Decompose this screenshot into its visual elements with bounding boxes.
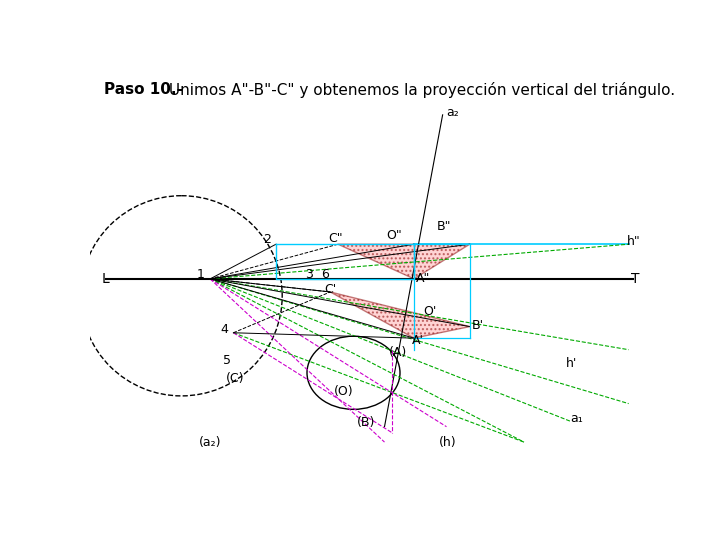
Text: (a₂): (a₂) <box>199 436 221 449</box>
Text: 6: 6 <box>321 268 329 281</box>
Text: (B): (B) <box>357 416 376 429</box>
Text: (C): (C) <box>225 373 244 386</box>
Text: O": O" <box>386 230 402 242</box>
Text: 5: 5 <box>223 354 231 367</box>
Text: L: L <box>102 272 109 286</box>
Text: Unimos A"-B"-C" y obtenemos la proyección vertical del triángulo.: Unimos A"-B"-C" y obtenemos la proyecció… <box>164 82 675 98</box>
Text: a₁: a₁ <box>570 413 583 426</box>
Polygon shape <box>330 292 469 338</box>
Polygon shape <box>338 244 469 279</box>
Text: A": A" <box>415 272 430 285</box>
Text: T: T <box>631 272 639 286</box>
Text: (A): (A) <box>388 346 407 359</box>
Text: A': A' <box>413 334 424 347</box>
Text: C": C" <box>329 232 343 245</box>
Text: h": h" <box>627 235 641 248</box>
Text: 1: 1 <box>197 268 204 281</box>
Text: B": B" <box>436 220 451 233</box>
Text: a₂: a₂ <box>446 106 459 119</box>
Text: O': O' <box>423 305 436 318</box>
Text: C': C' <box>324 283 336 296</box>
Text: (O): (O) <box>334 385 354 398</box>
Text: 3: 3 <box>305 268 313 281</box>
Text: 4: 4 <box>220 323 228 336</box>
Text: Paso 10.-: Paso 10.- <box>104 82 183 97</box>
Text: (h): (h) <box>438 436 456 449</box>
Text: h': h' <box>566 357 577 370</box>
Text: 2: 2 <box>263 233 271 246</box>
Text: B': B' <box>472 319 483 332</box>
